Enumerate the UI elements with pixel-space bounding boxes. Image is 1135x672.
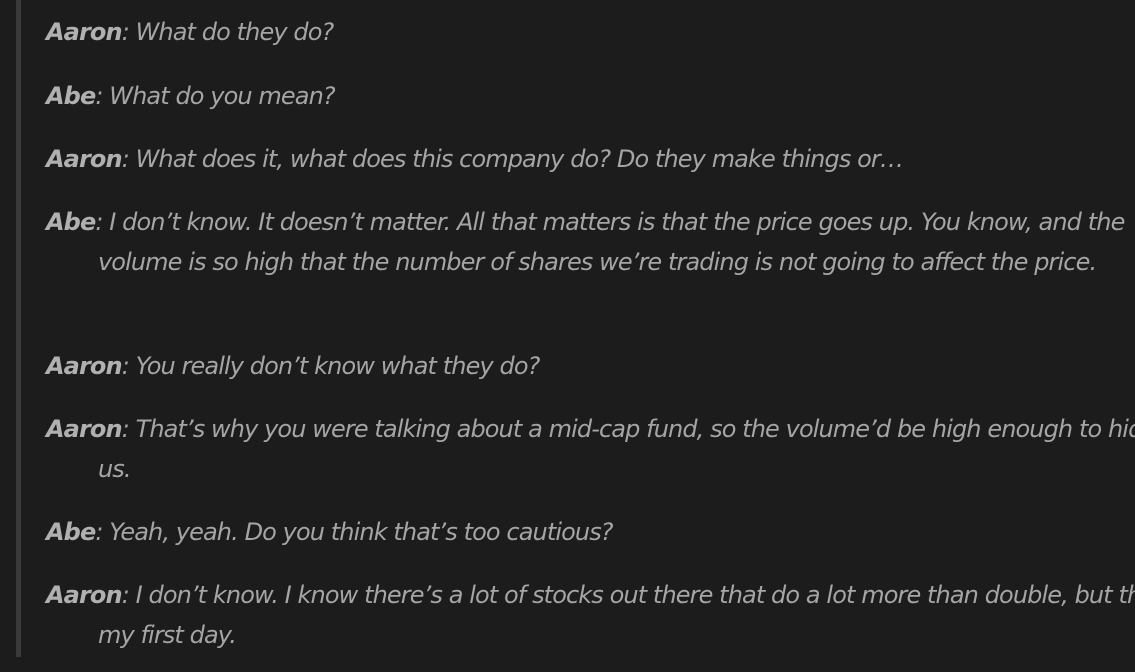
- speaker-name: Abe: [46, 82, 96, 110]
- speaker-name: Aaron: [46, 145, 123, 173]
- dialogue-line: Abe: What do you mean?: [46, 76, 1135, 116]
- speaker-name: Abe: [46, 208, 96, 236]
- dialogue-text: : Yeah, yeah. Do you think that’s too ca…: [95, 518, 613, 546]
- dialogue-text: : You really don’t know what they do?: [121, 352, 541, 380]
- dialogue-text: : I don’t know. It doesn’t matter. All t…: [95, 208, 1125, 276]
- dialogue-line: Abe: Yeah, yeah. Do you think that’s too…: [46, 512, 1135, 552]
- dialogue-line: Aaron: What does it, what does this comp…: [46, 139, 1135, 179]
- dialogue-text: : What do you mean?: [95, 82, 335, 110]
- blockquote-transcript: Aaron: What do they do? Abe: What do you…: [16, 0, 1135, 657]
- dialogue-line: Abe: I don’t know. It doesn’t matter. Al…: [46, 202, 1135, 282]
- dialogue-text: : What does it, what does this company d…: [121, 145, 904, 173]
- speaker-name: Aaron: [46, 581, 123, 609]
- dialogue-text: : What do they do?: [121, 18, 335, 46]
- dialogue-line: Aaron: You really don’t know what they d…: [46, 346, 1135, 386]
- dialogue-line: Aaron: What do they do?: [46, 12, 1135, 52]
- speaker-name: Aaron: [46, 352, 123, 380]
- dialogue-text: : That’s why you were talking about a mi…: [98, 415, 1135, 483]
- speaker-name: Abe: [46, 518, 96, 546]
- dialogue-line: Aaron: I don’t know. I know there’s a lo…: [46, 575, 1135, 655]
- dialogue-line: Aaron: That’s why you were talking about…: [46, 409, 1135, 489]
- speaker-name: Aaron: [46, 18, 123, 46]
- speaker-name: Aaron: [46, 415, 123, 443]
- dialogue-text: : I don’t know. I know there’s a lot of …: [98, 581, 1135, 649]
